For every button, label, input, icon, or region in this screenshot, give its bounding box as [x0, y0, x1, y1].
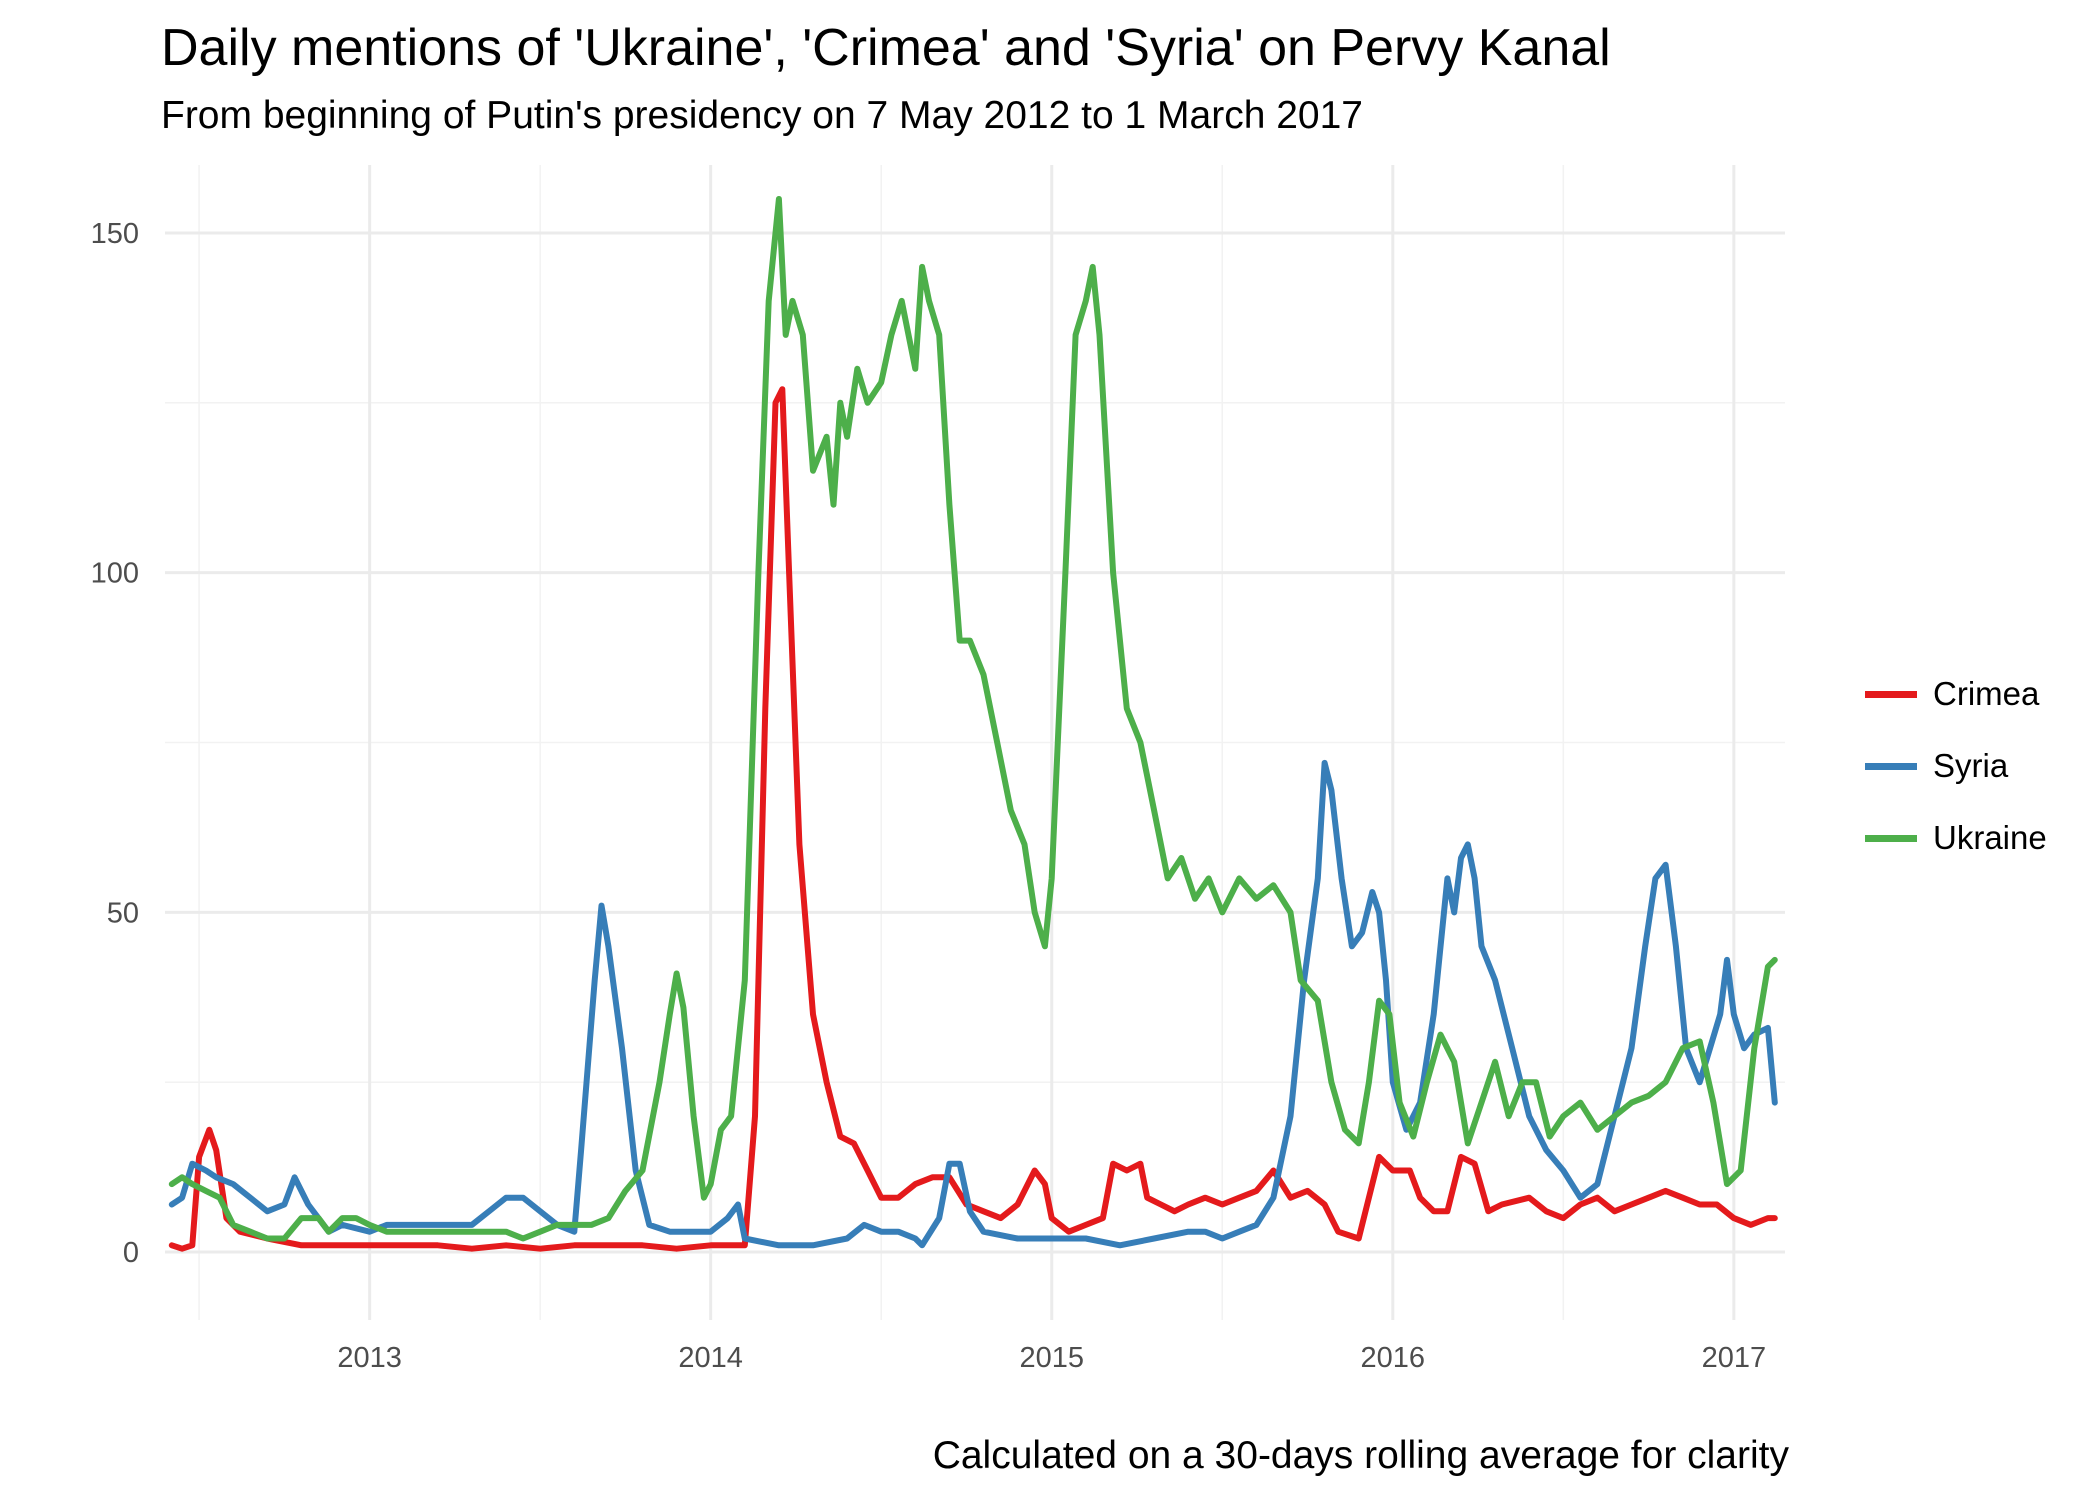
y-tick-label: 50	[107, 897, 139, 929]
y-tick-label: 0	[123, 1237, 139, 1269]
legend-label: Crimea	[1933, 675, 2040, 712]
series-line-crimea	[168, 386, 1778, 1252]
legend-item-ukraine: Ukraine	[1865, 802, 2047, 874]
chart-title: Daily mentions of 'Ukraine', 'Crimea' an…	[161, 19, 1611, 77]
series-line-syria	[168, 759, 1778, 1249]
y-axis-tick-labels: 0 50 100 150	[91, 218, 139, 1269]
legend-key	[1865, 834, 1917, 842]
x-tick-label: 2014	[678, 1342, 743, 1374]
chart-caption: Calculated on a 30-days rolling average …	[932, 1434, 1789, 1477]
legend: Crimea Syria Ukraine	[1865, 658, 2047, 874]
x-tick-label: 2015	[1019, 1342, 1084, 1374]
legend-item-crimea: Crimea	[1865, 658, 2047, 730]
x-axis-tick-labels: 2013 2014 2015 2016 2017	[337, 1342, 1766, 1374]
legend-label: Syria	[1933, 747, 2009, 784]
legend-key	[1865, 762, 1917, 770]
legend-item-syria: Syria	[1865, 730, 2047, 802]
legend-label: Ukraine	[1933, 819, 2047, 856]
y-tick-label: 100	[91, 558, 139, 590]
series-lines	[168, 196, 1778, 1252]
x-tick-label: 2016	[1361, 1342, 1426, 1374]
grid-lines	[165, 165, 1785, 1320]
chart-subtitle: From beginning of Putin's presidency on …	[161, 94, 1363, 137]
y-tick-label: 150	[91, 218, 139, 250]
x-tick-label: 2017	[1702, 1342, 1767, 1374]
series-line-ukraine	[168, 196, 1778, 1242]
x-tick-label: 2013	[337, 1342, 402, 1374]
legend-key	[1865, 690, 1917, 698]
